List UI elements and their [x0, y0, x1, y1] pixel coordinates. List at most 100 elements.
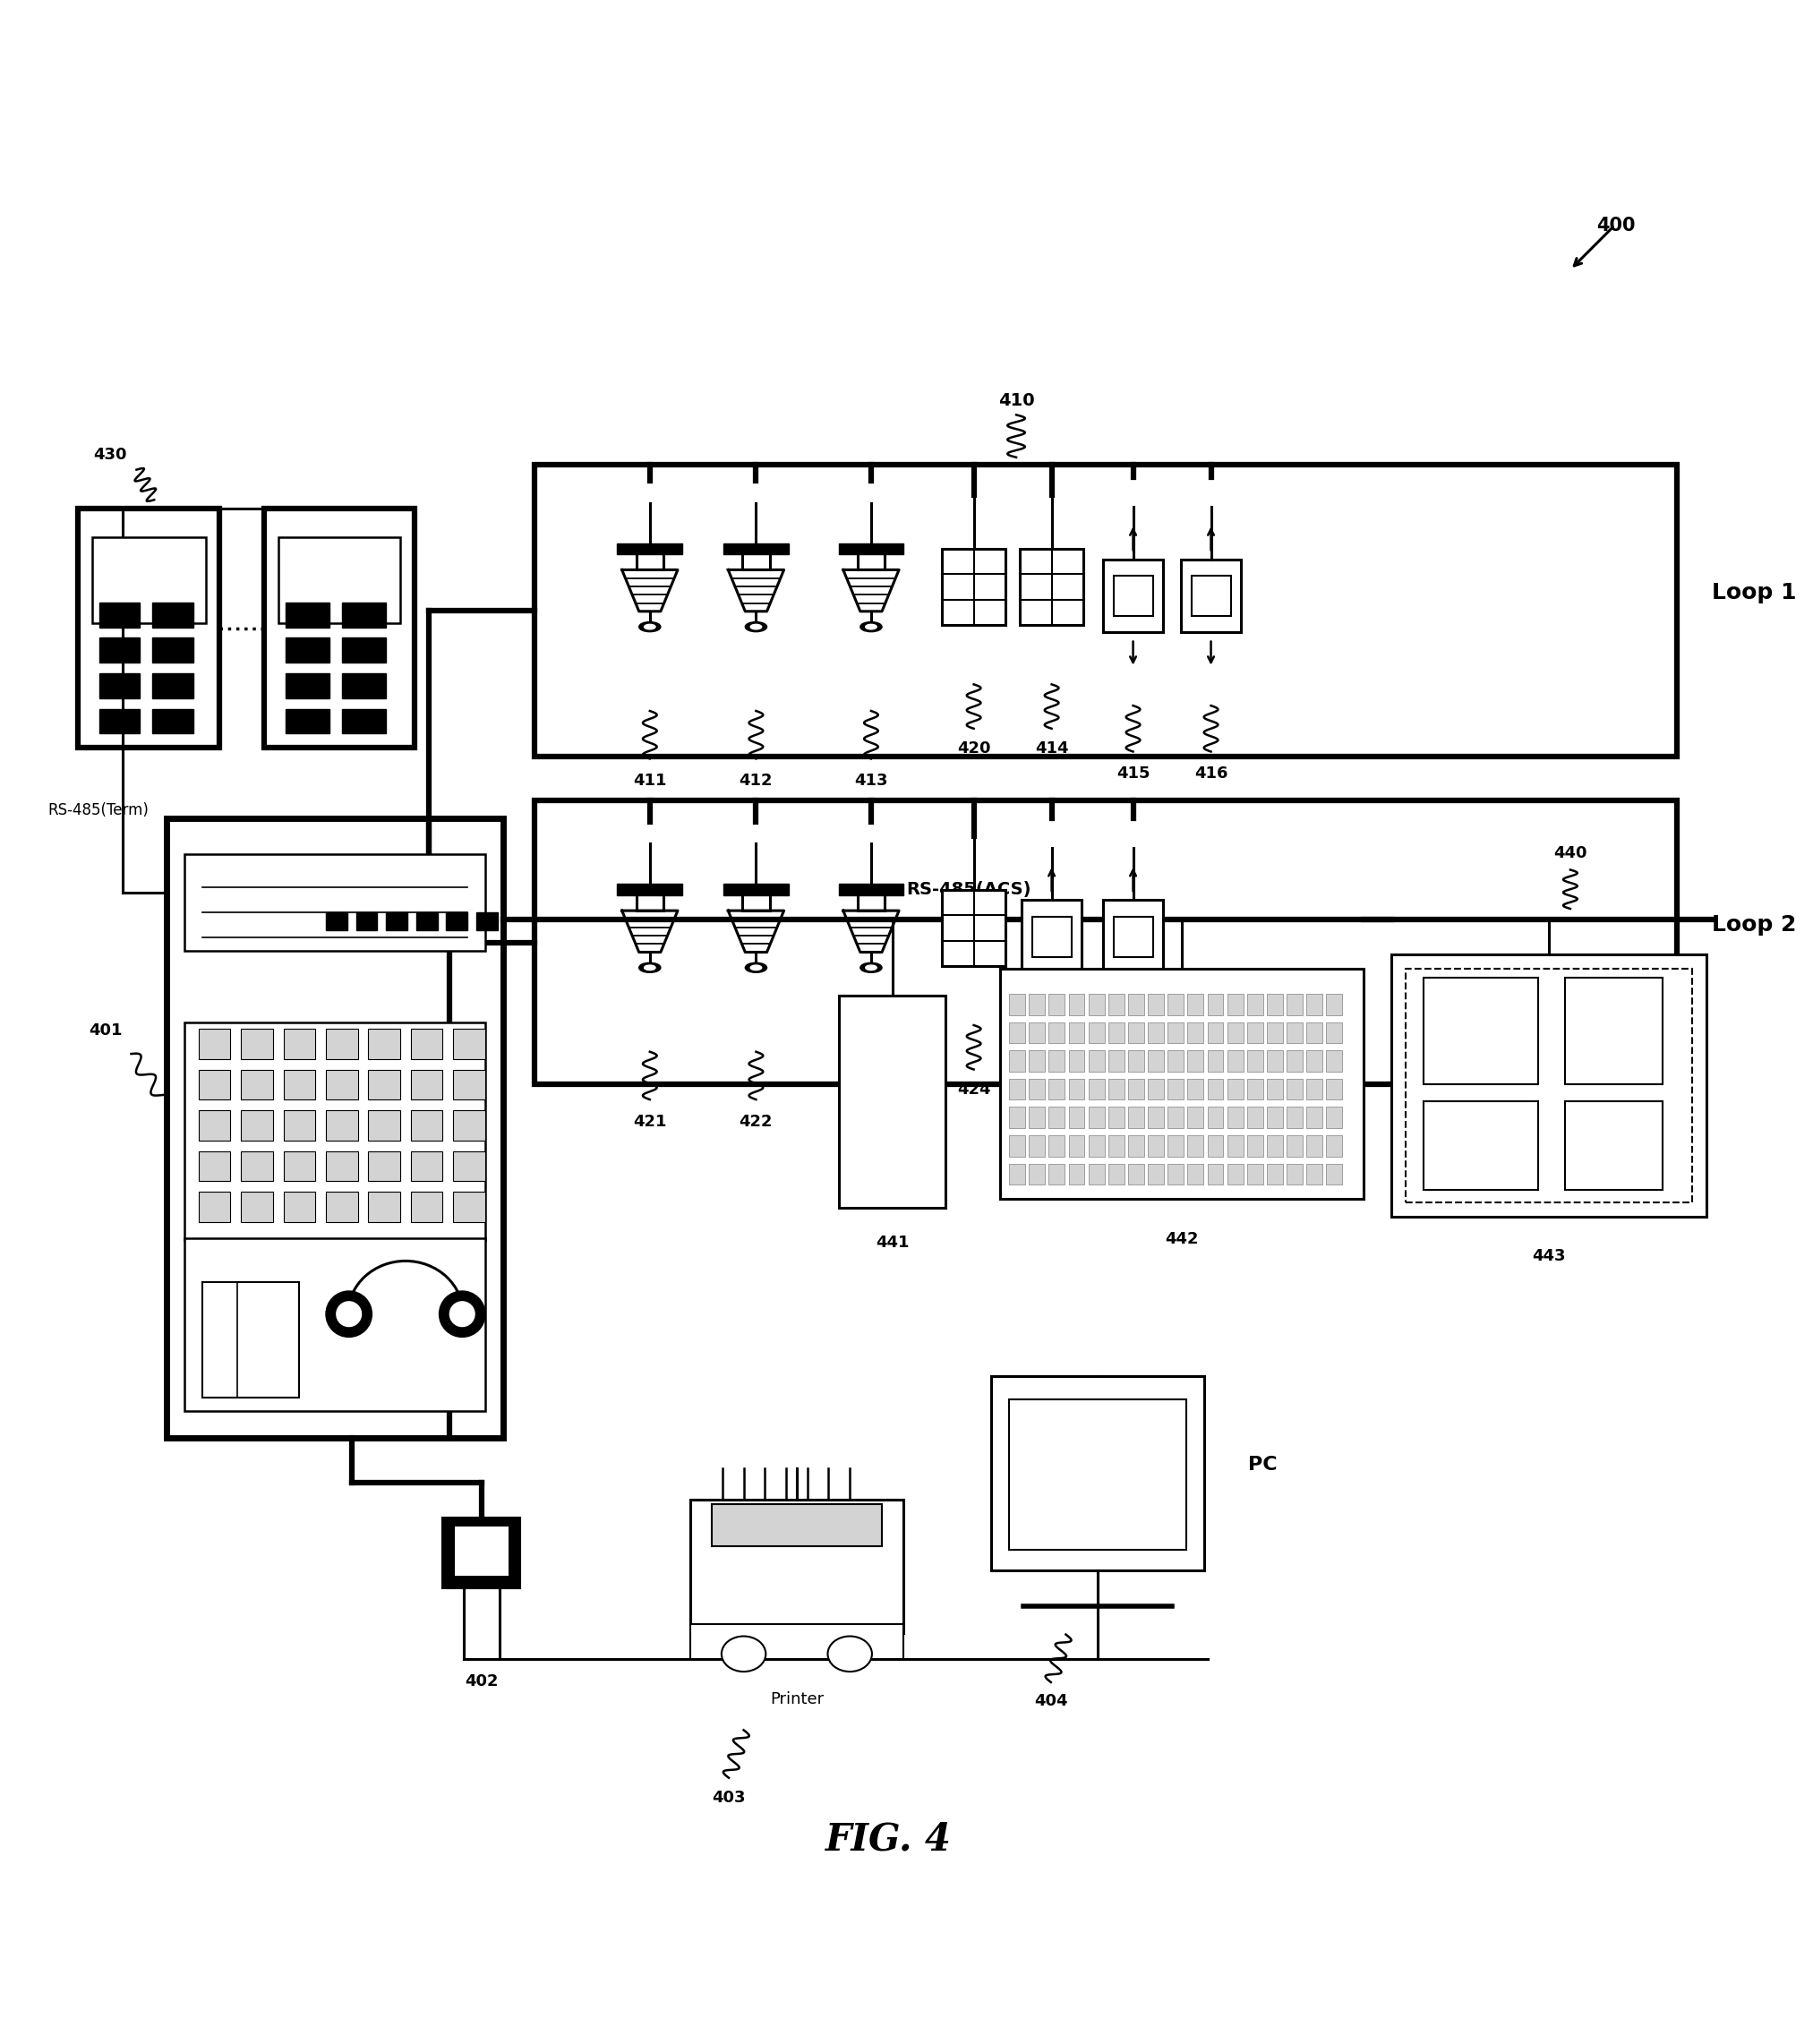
Text: 441: 441	[876, 1235, 908, 1251]
Bar	[283, 1151, 315, 1181]
Bar	[1287, 1163, 1302, 1186]
Bar	[1327, 1022, 1342, 1042]
Bar	[198, 1192, 230, 1222]
Bar	[1068, 1108, 1084, 1128]
Bar	[152, 709, 194, 734]
Bar	[636, 893, 664, 912]
Bar	[616, 544, 682, 554]
Ellipse shape	[745, 621, 767, 632]
Text: FIG. 4: FIG. 4	[825, 1821, 952, 1858]
Bar	[1307, 1163, 1322, 1186]
Bar	[943, 889, 1006, 967]
Bar	[368, 1028, 401, 1059]
Bar	[1392, 955, 1706, 1216]
Bar	[1207, 993, 1224, 1016]
Bar	[1048, 1163, 1064, 1186]
Bar	[1048, 1108, 1064, 1128]
Bar	[417, 912, 437, 930]
Bar	[446, 912, 468, 930]
Bar	[1030, 1022, 1044, 1042]
Bar	[1188, 1108, 1204, 1128]
Bar	[1048, 1134, 1064, 1157]
Bar	[1188, 1022, 1204, 1042]
Bar	[198, 1151, 230, 1181]
Ellipse shape	[722, 1637, 765, 1672]
Bar	[1010, 1134, 1024, 1157]
Bar	[1267, 1051, 1284, 1071]
Bar	[1108, 993, 1124, 1016]
Bar	[1188, 1163, 1204, 1186]
Bar	[1327, 1079, 1342, 1100]
Bar	[453, 1028, 486, 1059]
Bar	[1088, 1163, 1104, 1186]
Bar	[1108, 1051, 1124, 1071]
Bar	[343, 638, 386, 662]
Polygon shape	[843, 912, 899, 953]
Bar	[1267, 1108, 1284, 1128]
Bar	[1307, 993, 1322, 1016]
Bar	[326, 1028, 357, 1059]
Bar	[152, 638, 194, 662]
Bar	[198, 1028, 230, 1059]
Bar	[78, 509, 219, 748]
Bar	[1227, 1022, 1244, 1042]
Bar	[1128, 1163, 1144, 1186]
Bar	[742, 893, 771, 912]
Bar	[691, 1623, 903, 1660]
Text: 412: 412	[740, 773, 772, 789]
Bar	[1423, 1102, 1539, 1190]
Bar	[1108, 1134, 1124, 1157]
Bar	[1227, 1051, 1244, 1071]
Bar	[943, 548, 1006, 625]
Bar	[412, 1110, 442, 1141]
Bar	[343, 709, 386, 734]
Bar	[858, 552, 885, 570]
Bar	[412, 1192, 442, 1222]
Bar	[1128, 1134, 1144, 1157]
Text: Loop 2: Loop 2	[1711, 914, 1797, 936]
Text: RS-485(Term): RS-485(Term)	[47, 803, 149, 818]
Bar	[412, 1028, 442, 1059]
Bar	[198, 1110, 230, 1141]
Bar	[277, 538, 401, 623]
Bar	[386, 912, 408, 930]
Bar	[326, 1192, 357, 1222]
Bar	[152, 603, 194, 628]
Text: Printer: Printer	[771, 1690, 823, 1707]
Bar	[1168, 1134, 1184, 1157]
Bar	[1010, 993, 1024, 1016]
Bar	[1048, 1079, 1064, 1100]
Text: 401: 401	[89, 1022, 121, 1038]
Bar	[1068, 1051, 1084, 1071]
Text: Loop 1: Loop 1	[1711, 583, 1797, 603]
Polygon shape	[729, 912, 783, 953]
Bar	[1287, 993, 1302, 1016]
Bar	[1423, 977, 1539, 1083]
Bar	[1247, 1134, 1264, 1157]
Bar	[839, 883, 903, 895]
Bar	[636, 552, 664, 570]
Bar	[839, 995, 945, 1208]
Bar	[1207, 1079, 1224, 1100]
Bar	[1405, 969, 1692, 1202]
Bar	[368, 1069, 401, 1100]
Ellipse shape	[638, 621, 660, 632]
Ellipse shape	[638, 963, 660, 973]
Bar	[1327, 1134, 1342, 1157]
Bar	[1019, 548, 1084, 625]
Bar	[1168, 1163, 1184, 1186]
Bar	[1188, 1051, 1204, 1071]
Bar	[535, 464, 1677, 756]
Bar	[442, 1517, 520, 1588]
Bar	[1247, 1022, 1264, 1042]
Bar	[1287, 1022, 1302, 1042]
Text: 415: 415	[1117, 766, 1149, 781]
Bar	[241, 1151, 272, 1181]
Bar	[152, 672, 194, 699]
Bar	[285, 638, 330, 662]
Bar	[1227, 1163, 1244, 1186]
Bar	[241, 1110, 272, 1141]
Bar	[1030, 1079, 1044, 1100]
Bar	[1128, 1022, 1144, 1042]
Bar	[1287, 1134, 1302, 1157]
